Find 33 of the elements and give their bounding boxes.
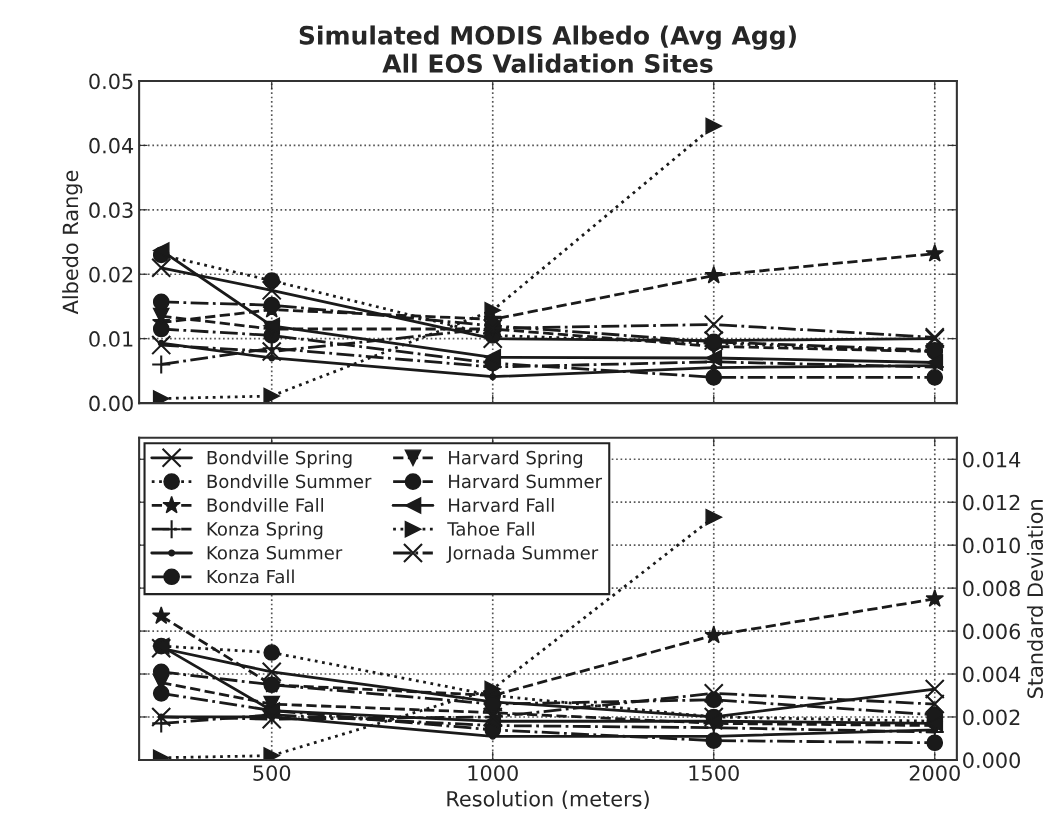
legend-label: Bondville Summer — [207, 474, 372, 489]
y2-tick-label: 0.012 — [963, 494, 1020, 511]
legend-label: Konza Summer — [207, 545, 343, 560]
legend-label: Konza Spring — [207, 521, 323, 540]
y2-tick-label: 0.000 — [963, 752, 1020, 769]
y-tick-label: 0.02 — [89, 266, 133, 283]
legend-label: Harvard Fall — [449, 498, 554, 512]
y2-axis-title: Standard Deviation — [1026, 500, 1044, 698]
y-tick-label: 0.05 — [89, 73, 133, 90]
y2-tick-label: 0.004 — [963, 666, 1021, 683]
y-tick-label: 0.01 — [89, 331, 133, 347]
x-tick-label: 1500 — [689, 765, 739, 781]
y2-tick-label: 0.006 — [963, 623, 1021, 640]
y2-tick-label: 0.008 — [963, 580, 1020, 597]
x-tick-label: 2000 — [909, 765, 960, 781]
legend-label: Bondville Fall — [207, 498, 323, 512]
legend-label: Tahoe Fall — [447, 521, 534, 536]
y2-tick-label: 0.010 — [963, 537, 1020, 554]
x-tick-label: 500 — [253, 765, 291, 781]
legend-label: Konza Fall — [207, 569, 294, 584]
legend-label: Harvard Summer — [449, 474, 603, 489]
x-tick-label: 1000 — [468, 765, 518, 781]
legend-label: Jornada Summer — [446, 545, 599, 563]
y-tick-label: 0.04 — [89, 137, 134, 154]
y2-tick-label: 0.014 — [963, 451, 1021, 468]
x-axis-title: Resolution (meters) — [447, 790, 649, 810]
y-tick-label: 0.00 — [89, 395, 133, 412]
legend-label: Harvard Spring — [449, 450, 583, 468]
legend-label: Bondville Spring — [207, 450, 352, 468]
chart-title: Simulated MODIS Albedo (Avg Agg) All EOS Validation Sites — [299, 25, 796, 73]
y2-tick-label: 0.002 — [963, 709, 1020, 726]
y-tick-label: 0.03 — [89, 202, 133, 219]
y-axis-title: Albedo Range — [62, 170, 83, 315]
